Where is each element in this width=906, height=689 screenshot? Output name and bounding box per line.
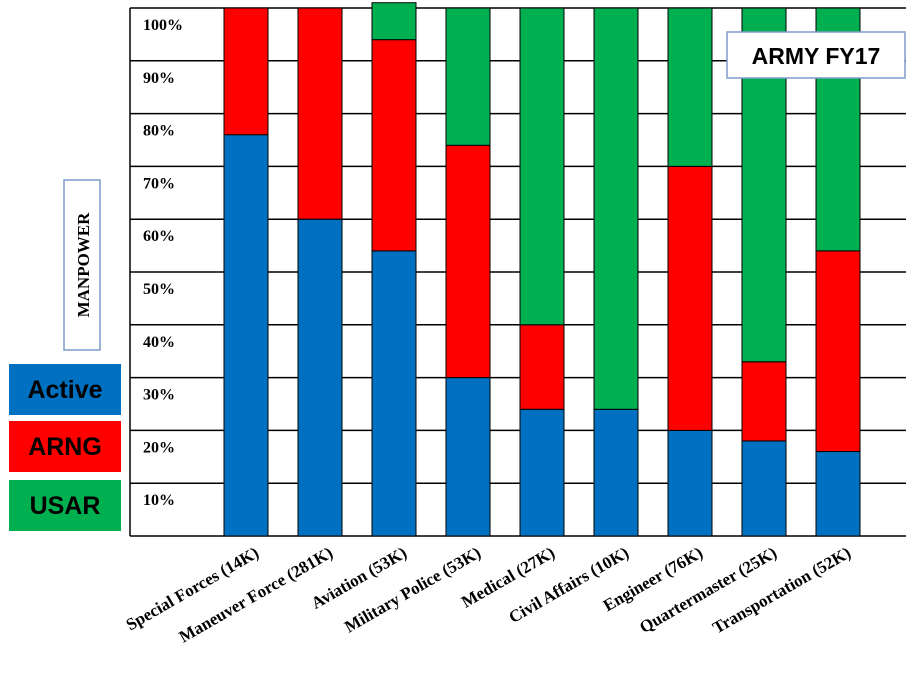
x-category-label: Civil Affairs (10K) <box>506 543 632 627</box>
bar-active-4 <box>519 408 565 537</box>
bar-active-3 <box>445 377 491 537</box>
legend-label: Active <box>27 376 102 404</box>
y-tick-label: 40% <box>143 334 175 351</box>
y-tick-label: 90% <box>143 70 175 87</box>
bar-active-2 <box>371 250 417 537</box>
bar-active-7 <box>741 440 787 537</box>
y-tick-label: 30% <box>143 387 175 404</box>
y-axis-label-box <box>63 179 101 351</box>
x-category-label: Military Police (53K) <box>341 543 484 636</box>
bar-arng-7 <box>741 361 787 442</box>
bar-arng-1 <box>297 7 343 220</box>
chart-title-box <box>726 31 906 79</box>
bar-usar-4 <box>519 7 565 326</box>
y-tick-label: 80% <box>143 123 175 140</box>
bar-active-8 <box>815 451 861 537</box>
bar-arng-0 <box>223 7 269 136</box>
y-tick-label: 60% <box>143 228 175 245</box>
legend-label: USAR <box>30 492 101 520</box>
bar-usar-3 <box>445 7 491 146</box>
bar-arng-2 <box>371 39 417 252</box>
y-tick-label: 20% <box>143 439 175 456</box>
bar-arng-6 <box>667 165 713 431</box>
bar-arng-3 <box>445 144 491 379</box>
bar-active-5 <box>593 408 639 537</box>
y-tick-label: 100% <box>143 17 183 34</box>
bar-active-6 <box>667 429 713 537</box>
y-tick-labels: 10% 20% 30% 40% 50% 60% 70% 80% 90% 100% <box>143 17 183 509</box>
chart-bars <box>223 2 861 537</box>
bar-usar-2 <box>371 2 417 41</box>
y-tick-label: 70% <box>143 175 175 192</box>
legend-swatch-arng <box>9 421 121 472</box>
bar-active-0 <box>223 134 269 537</box>
y-axis-label: MANPOWER <box>74 212 93 318</box>
bar-arng-8 <box>815 250 861 453</box>
y-tick-label: 10% <box>143 492 175 509</box>
bar-usar-6 <box>667 7 713 167</box>
x-category-labels: Special Forces (14K)Maneuver Force (281K… <box>123 543 854 646</box>
bar-active-1 <box>297 218 343 537</box>
legend: Active ARNG USAR <box>9 364 121 531</box>
x-category-label: Quartermaster (25K) <box>636 543 780 637</box>
y-tick-label: 50% <box>143 281 175 298</box>
bar-arng-4 <box>519 324 565 410</box>
legend-swatch-active <box>9 364 121 415</box>
legend-label: ARNG <box>28 433 102 461</box>
x-category-label: Transportation (52K) <box>709 543 854 637</box>
bar-usar-5 <box>593 7 639 410</box>
legend-swatch-usar <box>9 480 121 531</box>
chart-title: ARMY FY17 <box>752 43 881 69</box>
